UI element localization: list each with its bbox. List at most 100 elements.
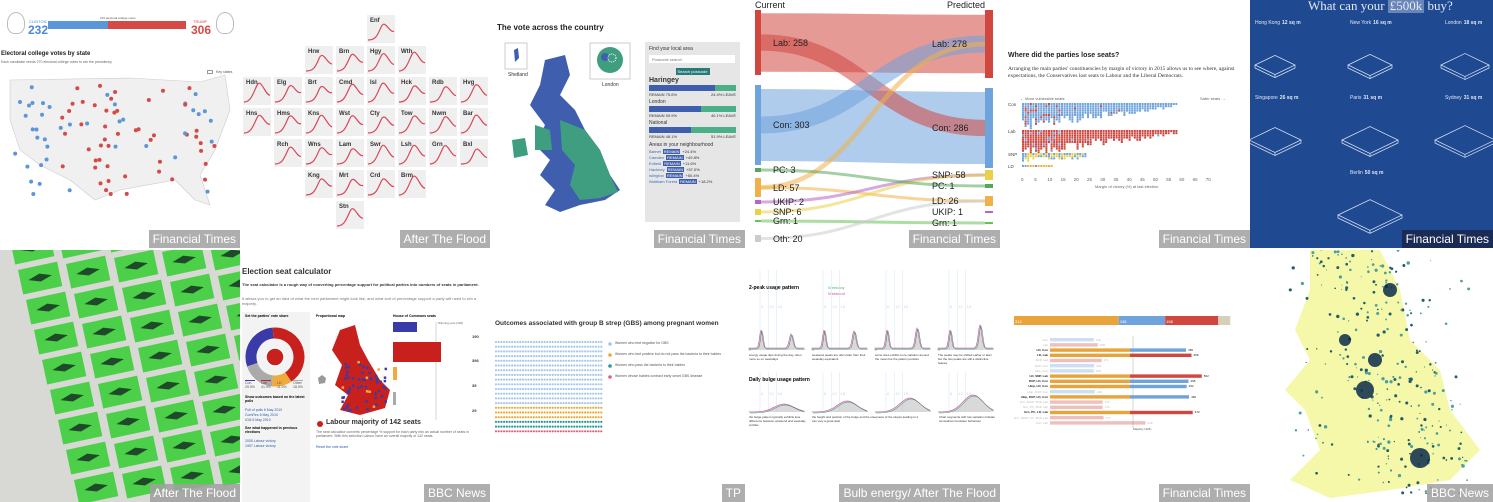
borough-tile[interactable]: Hvg <box>460 77 488 105</box>
borough-tile[interactable]: Kng <box>305 170 333 198</box>
borough-tile[interactable]: Bxl <box>460 139 488 167</box>
settlement-dot <box>1445 459 1448 461</box>
panel-london-boroughs[interactable]: Enf Hrw Brn Hgy Wth Hdn Elg Brt Cmd Isl Hck Rdb Hvg H… <box>240 0 490 248</box>
panel-uk-density-map[interactable]: BBC News <box>1250 250 1493 502</box>
borough-tile[interactable]: Brn <box>336 46 364 74</box>
panel-lost-seats[interactable]: Where did the parties lose seats? Arrang… <box>1000 0 1250 248</box>
seat-dot <box>1079 103 1082 105</box>
outcome-dot <box>538 416 541 419</box>
borough-tile[interactable]: Hdn <box>243 77 271 105</box>
uk-referendum-map[interactable] <box>490 0 640 248</box>
seat-dot <box>1162 107 1165 110</box>
borough-tile[interactable]: Wns <box>305 139 333 167</box>
neighbour-name[interactable]: Barnet <box>649 149 661 154</box>
panel-500k-property[interactable]: What can your £500k buy? Hong Kong 12 sq … <box>1250 0 1493 248</box>
borough-tile[interactable]: Brm <box>398 170 426 198</box>
seat-dot <box>1071 136 1074 139</box>
panel-brexit-vote[interactable]: The vote across the country Shetland Lon… <box>490 0 745 248</box>
borough-tile[interactable]: Isl <box>367 77 395 105</box>
outcome-dot <box>557 430 560 433</box>
borough-tile[interactable]: Stn <box>336 201 364 229</box>
seat-dot <box>1032 157 1035 160</box>
seat-dot <box>1131 134 1134 137</box>
election-link[interactable]: 2005 Labour victory <box>245 439 276 443</box>
us-map[interactable] <box>0 0 240 248</box>
borough-tile[interactable]: Hrw <box>305 46 333 74</box>
borough-tile[interactable]: Rdb <box>429 77 457 105</box>
borough-tile[interactable]: Grn <box>429 139 457 167</box>
seat-dot <box>1022 103 1024 105</box>
borough-tile[interactable]: Lam <box>336 139 364 167</box>
outcome-dot <box>557 387 560 391</box>
borough-tile[interactable]: Swr <box>367 139 395 167</box>
seat-dot <box>1061 145 1063 148</box>
outcome-dot <box>594 411 597 414</box>
outcome-dot <box>570 416 573 419</box>
panel-coalitions[interactable]: 312 138 158 Con 145 Lab 158 LD, Con 450 LD, Lab 46… <box>1000 250 1250 502</box>
borough-tile[interactable]: Elg <box>274 77 302 105</box>
current-node <box>755 10 761 75</box>
neighbour-name[interactable]: Camden <box>649 155 665 160</box>
borough-tile[interactable]: Hgy <box>367 46 395 74</box>
borough-tile[interactable]: Hns <box>243 108 271 136</box>
panel-energy-usage[interactable]: 2-peak usage pattern Daily bulge usage p… <box>745 250 1000 502</box>
outcome-dot <box>600 411 603 414</box>
outcome-dot <box>543 373 546 376</box>
green-tile <box>58 250 103 259</box>
neighbour-name[interactable]: Waltham Forest <box>649 179 678 184</box>
borough-tile[interactable]: Bar <box>460 108 488 136</box>
borough-tile[interactable]: Wst <box>336 108 364 136</box>
borough-tile[interactable]: Hms <box>274 108 302 136</box>
borough-tile[interactable]: Cty <box>367 108 395 136</box>
panel-green-photo[interactable]: After The Flood <box>0 250 240 502</box>
seat-dot <box>1042 116 1045 119</box>
outcome-dot <box>584 350 587 353</box>
current-label: Lab: 258 <box>773 37 809 48</box>
neighbour-name[interactable]: Enfield <box>649 161 662 166</box>
outcome-dot <box>586 364 589 367</box>
borough-tile[interactable]: Kns <box>305 108 333 136</box>
search-postcode-button[interactable]: Search postcode <box>675 68 710 75</box>
borough-tile[interactable]: Enf <box>367 15 395 43</box>
poll-link[interactable]: Poll of polls 6 May 2010 <box>245 408 283 412</box>
election-link[interactable]: 1997 Labour victory <box>245 444 276 448</box>
borough-tile[interactable]: Crd <box>367 170 395 198</box>
panel-seat-calculator[interactable]: Election seat calculator The seat calcul… <box>240 250 490 502</box>
seat-dot <box>1128 130 1131 132</box>
poll-link[interactable]: ComRes 6 May 2010 <box>245 413 278 417</box>
seat-dot <box>1118 134 1121 137</box>
outcome-dot <box>519 355 522 358</box>
postcode-search-input[interactable] <box>649 55 735 63</box>
panel-us-election[interactable]: CLINTON 232 270 electoral college votes … <box>0 0 240 248</box>
seat-dot <box>1061 111 1063 114</box>
seat-dot <box>1027 114 1030 116</box>
trend-line <box>336 148 364 165</box>
borough-tile[interactable]: Mrt <box>336 170 364 198</box>
city-label: Paris 31 sq m <box>1350 95 1382 101</box>
neighbour-value: +18.2% <box>698 179 713 184</box>
borough-tile[interactable]: Tow <box>398 108 426 136</box>
outcome-dot <box>592 406 595 409</box>
seat-dot <box>1066 107 1069 110</box>
borough-tile[interactable]: Lsh <box>398 139 426 167</box>
borough-tile[interactable]: Brt <box>305 77 333 105</box>
outcome-dot <box>511 378 514 381</box>
panel-gbs-outcomes[interactable]: Outcomes associated with group B strep (… <box>490 250 745 502</box>
borough-tile[interactable]: Hck <box>398 77 426 105</box>
poll-link[interactable]: ICM 6 May 2010 <box>245 418 271 422</box>
borough-tile[interactable]: Rch <box>274 139 302 167</box>
neighbour-name[interactable]: Hackney <box>649 167 665 172</box>
outcome-dot <box>513 387 516 391</box>
borough-tile[interactable]: Cmd <box>336 77 364 105</box>
outcome-dot <box>500 411 503 414</box>
neighbour-name[interactable]: Islington <box>649 173 664 178</box>
borough-tile[interactable]: Wth <box>398 46 426 74</box>
borough-tile[interactable]: Nwm <box>429 108 457 136</box>
seat-calculator-graphics[interactable] <box>240 250 490 502</box>
reset-link[interactable]: Reset the vote share <box>316 445 349 449</box>
coalition-bar <box>1050 353 1130 357</box>
outcome-dot <box>554 387 557 391</box>
coalition-total: 171 <box>1103 358 1109 363</box>
settlement-dot <box>1374 268 1378 272</box>
